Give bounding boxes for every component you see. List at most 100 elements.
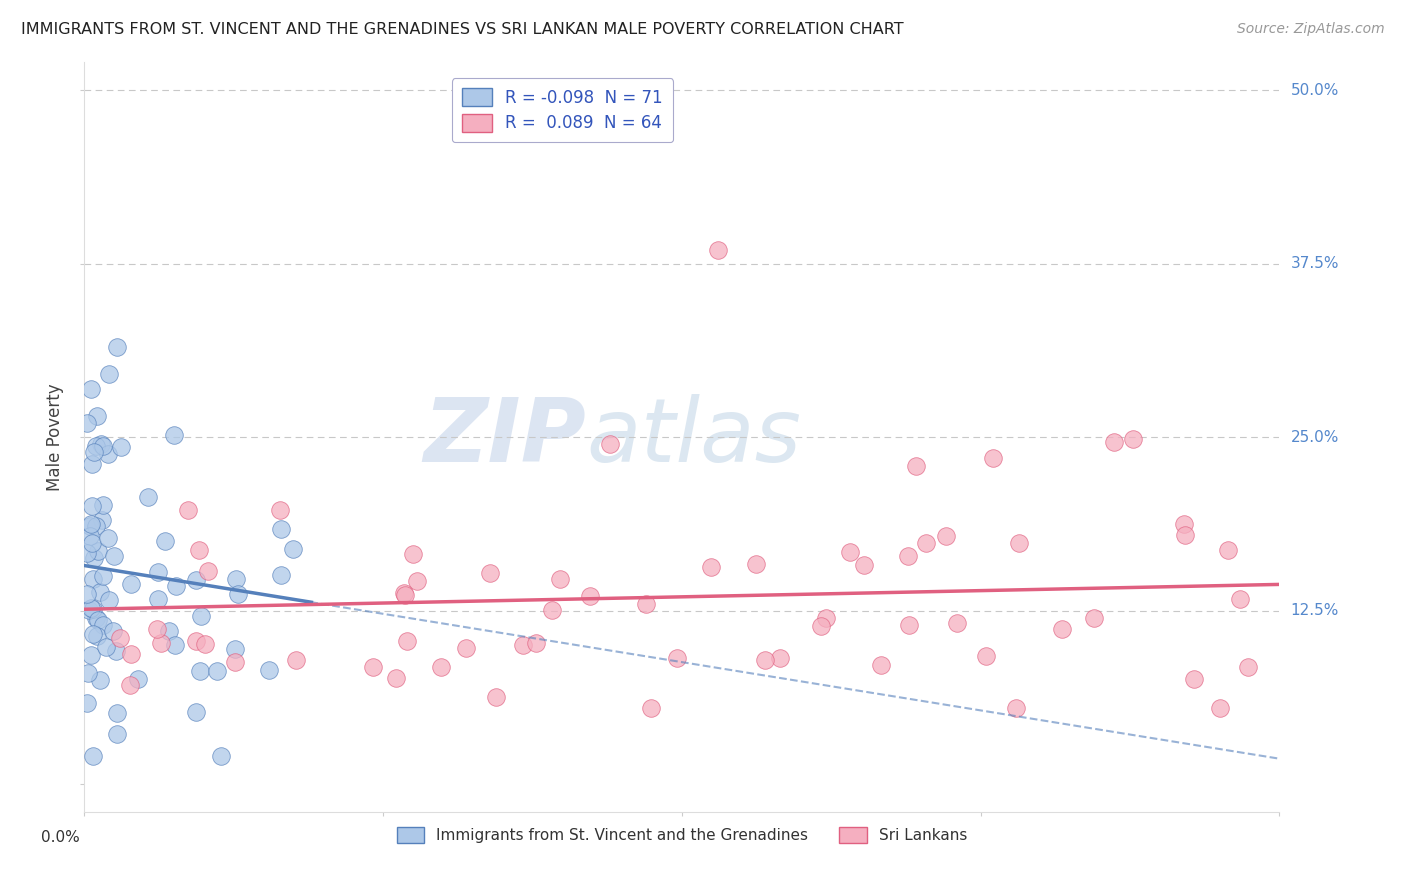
Point [707, 243, 730, 257]
Point [257, 663, 280, 677]
Point [82, 749, 104, 764]
Point [83, 551, 105, 566]
Point [79, 529, 101, 543]
Point [163, 638, 186, 652]
Point [80, 517, 103, 532]
Point [430, 659, 453, 673]
Point [177, 503, 200, 517]
Point [105, 340, 128, 354]
Legend: Immigrants from St. Vincent and the Grenadines, Sri Lankans: Immigrants from St. Vincent and the Gren… [391, 821, 973, 849]
Point [127, 673, 149, 687]
Point [89, 673, 111, 688]
Point [184, 573, 207, 587]
Point [402, 547, 425, 561]
Point [1216, 543, 1239, 558]
Point [89, 585, 111, 599]
Point [225, 573, 247, 587]
Point [915, 536, 938, 550]
Point [97, 593, 120, 607]
Point [745, 557, 768, 571]
Point [361, 660, 384, 674]
Point [186, 705, 208, 719]
Point [974, 649, 997, 664]
Point [193, 637, 215, 651]
Point [479, 566, 502, 580]
Point [103, 549, 125, 563]
Point [136, 490, 159, 504]
Point [579, 589, 602, 603]
Point [76, 546, 98, 560]
Text: IMMIGRANTS FROM ST. VINCENT AND THE GRENADINES VS SRI LANKAN MALE POVERTY CORREL: IMMIGRANTS FROM ST. VINCENT AND THE GREN… [21, 22, 904, 37]
Point [80, 458, 103, 472]
Text: 12.5%: 12.5% [1291, 603, 1339, 618]
Point [120, 647, 142, 661]
Point [1083, 610, 1105, 624]
Point [84, 611, 107, 625]
Y-axis label: Male Poverty: Male Poverty [46, 384, 65, 491]
Point [897, 549, 920, 563]
Point [91, 498, 114, 512]
Point [80, 648, 103, 662]
Point [224, 642, 246, 657]
Point [96, 640, 118, 655]
Point [91, 569, 114, 583]
Point [1236, 660, 1258, 674]
Point [79, 601, 101, 615]
Point [226, 587, 249, 601]
Text: 50.0%: 50.0% [1291, 83, 1339, 98]
Point [120, 576, 142, 591]
Point [853, 558, 876, 573]
Point [281, 541, 304, 556]
Point [87, 613, 110, 627]
Point [91, 513, 114, 527]
Point [285, 653, 308, 667]
Point [524, 636, 547, 650]
Point [162, 427, 184, 442]
Point [90, 437, 112, 451]
Point [82, 601, 104, 615]
Point [406, 574, 429, 589]
Point [76, 696, 98, 710]
Point [82, 627, 104, 641]
Point [146, 623, 169, 637]
Point [810, 619, 832, 633]
Point [548, 572, 571, 586]
Point [77, 665, 100, 680]
Point [82, 573, 104, 587]
Point [224, 655, 246, 669]
Point [77, 603, 100, 617]
Point [634, 597, 657, 611]
Point [103, 624, 125, 639]
Point [107, 726, 129, 740]
Point [485, 690, 508, 705]
Point [148, 591, 170, 606]
Point [1102, 434, 1125, 449]
Point [82, 535, 104, 549]
Point [981, 450, 1004, 465]
Point [82, 499, 104, 513]
Point [79, 519, 101, 533]
Point [769, 651, 792, 665]
Point [946, 616, 969, 631]
Point [1052, 622, 1074, 636]
Point [105, 706, 128, 721]
Point [640, 700, 662, 714]
Point [541, 603, 564, 617]
Point [1004, 700, 1026, 714]
Text: 37.5%: 37.5% [1291, 256, 1339, 271]
Point [184, 634, 207, 648]
Point [205, 664, 228, 678]
Text: 25.0%: 25.0% [1291, 430, 1339, 444]
Text: 0.0%: 0.0% [41, 830, 80, 846]
Point [209, 749, 232, 764]
Point [97, 531, 120, 545]
Point [1008, 536, 1031, 550]
Point [270, 522, 292, 536]
Point [1229, 591, 1251, 606]
Point [149, 636, 172, 650]
Point [97, 446, 120, 460]
Point [395, 634, 418, 648]
Point [93, 439, 115, 453]
Point [384, 671, 406, 685]
Point [1122, 432, 1144, 446]
